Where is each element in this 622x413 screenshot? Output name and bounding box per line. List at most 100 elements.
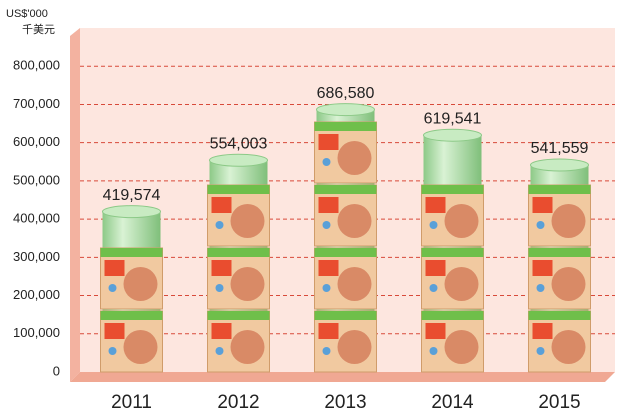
box-band [421,311,484,320]
box-band [314,122,377,131]
product-box [314,247,377,310]
side-wall [70,28,80,382]
box-face [444,267,479,301]
box-face [230,204,265,238]
box-face [551,330,586,364]
box-badge [322,347,331,355]
box-badge [536,347,545,355]
box-face [337,204,372,238]
box-label [425,197,446,213]
box-label [211,260,232,276]
box-label [425,260,446,276]
value-label: 541,559 [531,140,589,157]
product-box [100,247,163,310]
product-box [421,184,484,247]
box-badge [108,347,117,355]
value-label: 554,003 [210,135,268,152]
y-tick-label: 200,000 [13,287,60,302]
box-face [444,330,479,364]
value-label: 619,541 [424,110,482,127]
x-tick-label: 2011 [111,392,152,413]
value-label: 686,580 [317,85,375,102]
box-label [425,323,446,339]
box-face [444,204,479,238]
floor [70,372,615,382]
product-box [314,121,377,184]
box-band [314,311,377,320]
y-unit: US$'000 [6,8,48,20]
box-label [532,260,553,276]
product-box [528,247,591,310]
bar-top [102,205,161,219]
box-face [337,141,372,175]
value-label: 419,574 [103,187,161,204]
product-box [207,184,270,247]
box-badge [322,221,331,229]
box-face [230,330,265,364]
box-band [421,248,484,257]
box-band [314,185,377,194]
x-tick-label: 2015 [538,392,580,413]
y-tick-label: 600,000 [13,134,60,149]
box-badge [536,284,545,292]
x-tick-label: 2014 [431,392,474,413]
y-tick-label: 800,000 [13,58,60,73]
product-box [528,310,591,373]
x-tick-label: 2013 [324,392,366,413]
y-tick-label: 400,000 [13,211,60,226]
box-label [532,197,553,213]
bar-top [423,128,482,142]
box-label [211,323,232,339]
y-tick-label: 0 [53,363,60,378]
y-tick-label: 500,000 [13,172,60,187]
box-badge [322,284,331,292]
box-badge [536,221,545,229]
box-label [318,260,339,276]
box-badge [429,284,438,292]
box-band [528,311,591,320]
y-unit: 千美元 [22,23,55,36]
product-box [100,310,163,373]
bar-top [316,103,375,117]
box-band [207,185,270,194]
box-face [551,204,586,238]
box-label [318,323,339,339]
box-face [337,330,372,364]
box-band [314,248,377,257]
box-badge [429,347,438,355]
box-label [104,323,125,339]
box-label [532,323,553,339]
box-label [211,197,232,213]
box-face [551,267,586,301]
product-box [528,184,591,247]
x-tick-label: 2012 [217,392,259,413]
box-badge [215,284,224,292]
box-band [100,311,163,320]
box-badge [322,158,331,166]
product-box [421,247,484,310]
box-badge [215,347,224,355]
box-badge [215,221,224,229]
box-band [528,185,591,194]
bar-top [530,158,589,172]
product-box [314,310,377,373]
box-band [100,248,163,257]
y-tick-label: 300,000 [13,249,60,264]
product-box [207,310,270,373]
product-box [421,310,484,373]
bar-top [209,153,268,167]
y-tick-label: 700,000 [13,96,60,111]
box-face [123,267,158,301]
box-badge [108,284,117,292]
product-box [207,247,270,310]
box-badge [429,221,438,229]
box-label [104,260,125,276]
box-face [337,267,372,301]
box-face [230,267,265,301]
box-band [207,311,270,320]
box-band [528,248,591,257]
y-tick-label: 100,000 [13,325,60,340]
box-band [421,185,484,194]
box-face [123,330,158,364]
